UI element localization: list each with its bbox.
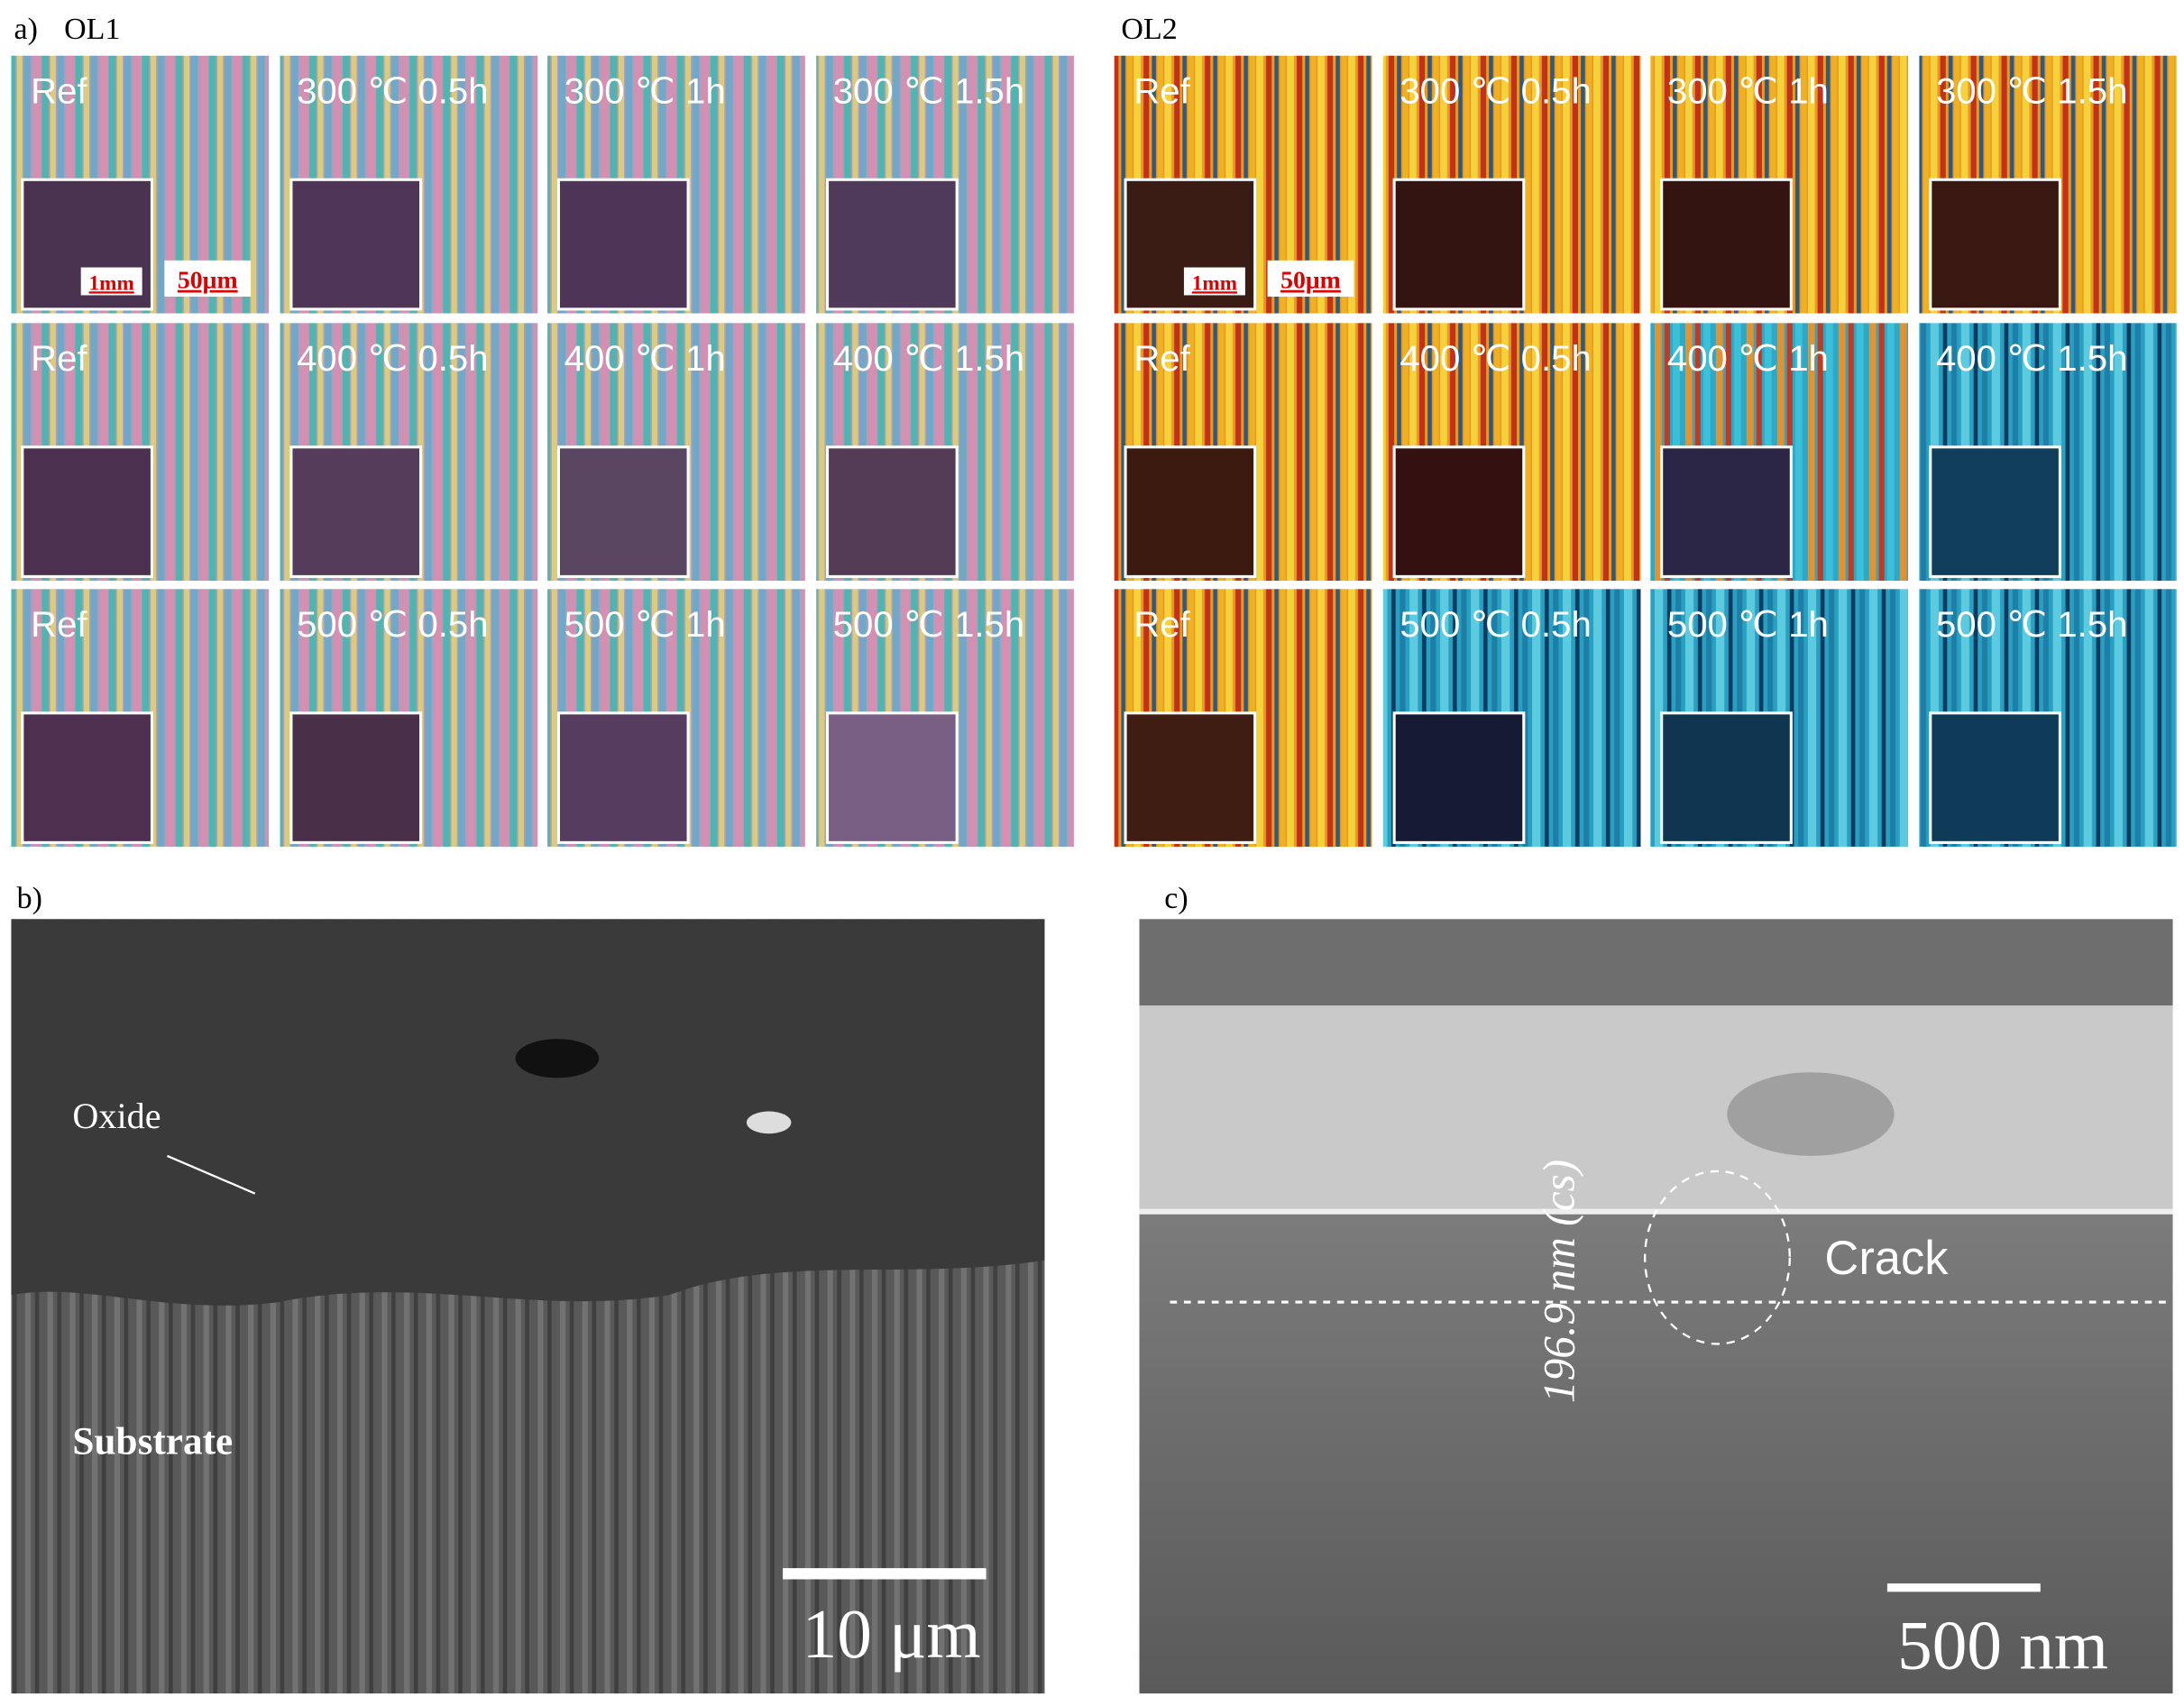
inset xyxy=(1660,445,1793,578)
tile-label: 500 ℃ 1h xyxy=(564,604,726,645)
tile-label: 300 ℃ 1h xyxy=(564,70,726,111)
inset xyxy=(1124,445,1257,578)
inset xyxy=(826,178,959,311)
tile-label: 300 ℃ 1h xyxy=(1667,70,1829,111)
inset xyxy=(556,445,690,578)
scale-box xyxy=(1183,267,1245,296)
inset xyxy=(1929,445,2061,578)
inset xyxy=(289,711,423,844)
tile-label: 400 ℃ 1.5h xyxy=(1936,338,2127,379)
inset xyxy=(289,445,423,578)
inset xyxy=(556,711,690,844)
tile-label: 500 ℃ 0.5h xyxy=(297,604,488,645)
group-title: OL2 xyxy=(1121,13,1177,46)
tile-label: 400 ℃ 1h xyxy=(1667,338,1829,379)
inset xyxy=(826,445,959,578)
crack-ellipse xyxy=(1644,1169,1791,1345)
panel-label: a) xyxy=(14,13,38,46)
tile-label: Ref xyxy=(1133,604,1190,645)
scale-label: 500 nm xyxy=(1897,1606,2108,1683)
inset xyxy=(556,178,690,311)
oxide-layer xyxy=(11,919,1045,1306)
tile-label: Ref xyxy=(1133,70,1190,111)
tile-label: 500 ℃ 0.5h xyxy=(1399,604,1591,645)
pointer xyxy=(167,1154,256,1195)
group-title: OL1 xyxy=(64,13,120,46)
scale-box xyxy=(1267,260,1354,297)
oxide-band xyxy=(1139,1005,2173,1212)
scale-box xyxy=(164,260,252,297)
inset xyxy=(1660,711,1793,844)
tile-label: 500 ℃ 1.5h xyxy=(1936,604,2127,645)
tile-label: Ref xyxy=(31,604,87,645)
tile-label: 500 ℃ 1.5h xyxy=(833,604,1024,645)
crack-label: Crack xyxy=(1824,1232,1949,1285)
tile-label: 300 ℃ 1.5h xyxy=(833,70,1024,111)
scale-label: 50μm xyxy=(178,267,238,295)
panel-label: c) xyxy=(1164,882,1188,915)
top-layer xyxy=(1139,919,2173,1006)
inset xyxy=(21,711,154,844)
inset xyxy=(21,445,154,578)
tile-label: Ref xyxy=(31,338,87,379)
inset xyxy=(1392,445,1526,578)
tile-label: 500 ℃ 1h xyxy=(1667,604,1829,645)
panel-label: b) xyxy=(17,882,42,915)
particle xyxy=(746,1111,792,1134)
inset xyxy=(1124,711,1257,844)
inset xyxy=(1929,178,2061,311)
tile-label: 300 ℃ 0.5h xyxy=(1399,70,1591,111)
inset xyxy=(1392,178,1526,311)
tile-label: 400 ℃ 1.5h xyxy=(833,338,1024,379)
tile-label: 400 ℃ 1h xyxy=(564,338,726,379)
tile-label: 400 ℃ 0.5h xyxy=(297,338,488,379)
tile-label: 300 ℃ 0.5h xyxy=(297,70,488,111)
inset xyxy=(1929,711,2061,844)
inset xyxy=(1660,178,1793,311)
thickness-label: 196.9 nm (cs) xyxy=(1534,1160,1583,1403)
scale-label: 1mm xyxy=(89,271,134,295)
inset xyxy=(289,178,423,311)
pit xyxy=(515,1039,600,1078)
inset xyxy=(826,711,959,844)
inset xyxy=(1392,711,1526,844)
tile-label: Ref xyxy=(31,70,87,111)
tile-label: 400 ℃ 0.5h xyxy=(1399,338,1591,379)
dark-spot xyxy=(1727,1072,1895,1156)
scale-box xyxy=(80,267,142,296)
scale-label: 1mm xyxy=(1192,271,1237,295)
scale-label: 50μm xyxy=(1280,267,1341,295)
scale-label: 10 μm xyxy=(803,1595,981,1673)
oxide-label: Oxide xyxy=(72,1096,161,1136)
substrate-label: Substrate xyxy=(72,1419,233,1463)
tile-label: Ref xyxy=(1133,338,1190,379)
tile-label: 300 ℃ 1.5h xyxy=(1936,70,2127,111)
